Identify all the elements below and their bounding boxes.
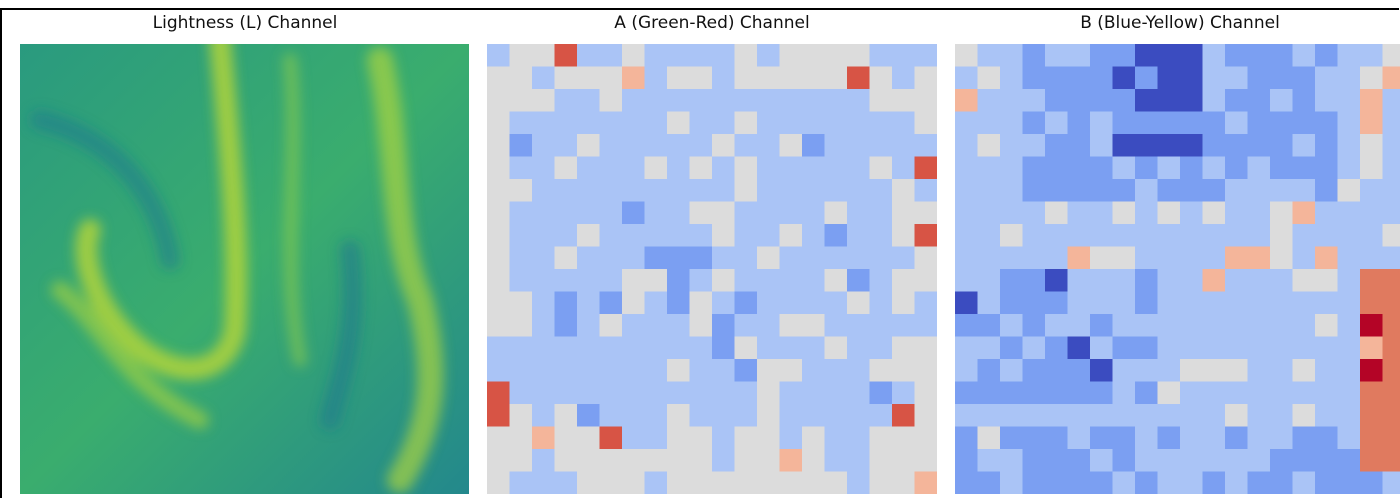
panel-title: B (Blue-Yellow) Channel [1080,13,1280,33]
panel-title: A (Green-Red) Channel [614,13,809,33]
blue-yellow-image [955,44,1400,494]
panel-title: Lightness (L) Channel [153,13,338,33]
lightness-image [20,44,469,494]
frame [0,8,1399,498]
green-red-image [487,44,937,494]
